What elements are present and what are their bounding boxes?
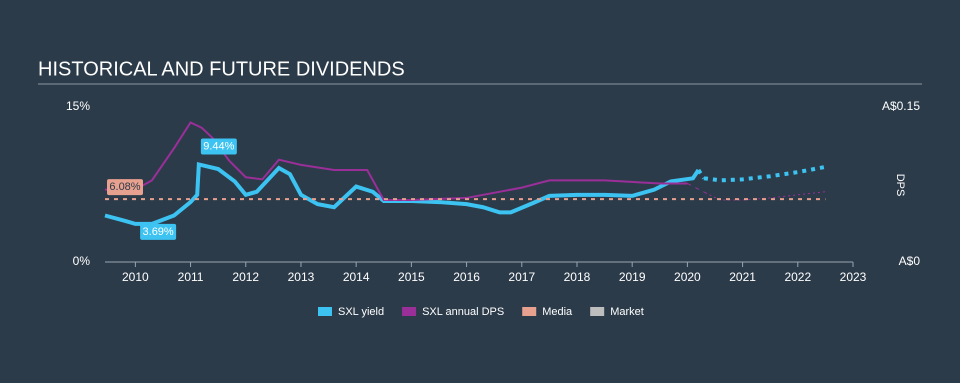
legend-swatch [522, 307, 537, 316]
legend-swatch [318, 307, 332, 316]
annotation: 6.08% [107, 179, 143, 196]
series-line [104, 161, 701, 226]
x-tick-label: 2023 [840, 270, 867, 284]
annotation-label: 3.69% [143, 226, 174, 238]
x-tick-label: 2015 [398, 270, 425, 284]
legend-swatch [590, 307, 605, 316]
y2-tick-label: A$0.15 [882, 99, 920, 113]
legend-label: SXL annual DPS [422, 306, 504, 318]
x-tick-label: 2012 [232, 270, 259, 284]
annotation-label: 6.08% [109, 181, 140, 193]
y-tick-label: 0% [73, 254, 91, 268]
x-tick-label: 2011 [178, 270, 204, 284]
y-tick-label: 15% [66, 99, 90, 113]
y2-tick-label: A$0 [899, 254, 921, 268]
x-tick-label: 2021 [729, 270, 756, 284]
x-tick-label: 2014 [343, 270, 370, 284]
annotation-box [140, 223, 177, 240]
annotation-box [107, 179, 143, 196]
x-tick-label: 2010 [122, 270, 149, 284]
legend-swatch [402, 307, 417, 316]
annotation-box [200, 138, 237, 155]
x-tick-label: 2013 [288, 270, 315, 284]
x-tick-label: 2022 [784, 270, 811, 284]
annotation-label: 9.44% [203, 140, 234, 152]
y2-axis-label: DPS [894, 174, 906, 197]
x-tick-label: 2019 [619, 270, 646, 284]
annotation: 3.69% [140, 223, 177, 240]
x-tick-label: 2018 [564, 270, 591, 284]
x-tick-label: 2020 [674, 270, 701, 284]
legend-label: Media [542, 306, 573, 318]
legend-label: SXL yield [338, 306, 384, 318]
legend-label: Market [610, 306, 644, 318]
forecast-line [703, 164, 826, 183]
forecast-connector [687, 183, 710, 196]
x-tick-label: 2017 [508, 270, 535, 284]
forecast-connector [696, 168, 706, 180]
annotation: 9.44% [200, 138, 237, 155]
x-tick-label: 2016 [453, 270, 480, 284]
series-line [105, 121, 688, 201]
chart-title: HISTORICAL AND FUTURE DIVIDENDS [38, 58, 405, 80]
